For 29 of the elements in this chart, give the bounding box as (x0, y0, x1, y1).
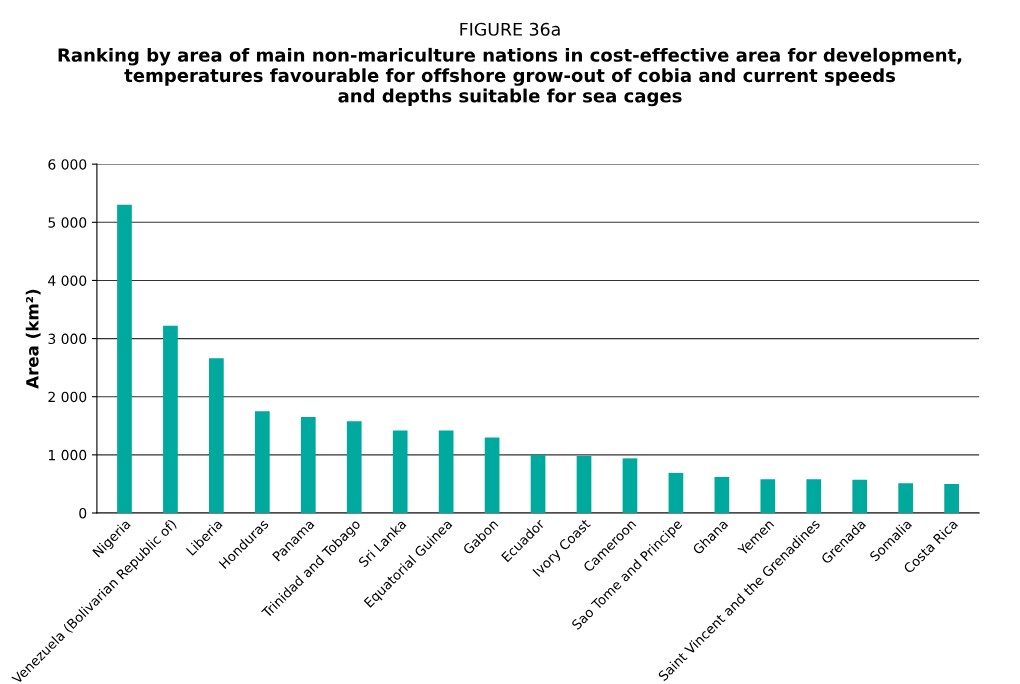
bar (898, 483, 914, 513)
bar (944, 483, 959, 513)
y-tick-label: 6 000 (48, 159, 87, 170)
bar (438, 430, 454, 513)
y-tick-label: 0 (79, 507, 87, 519)
bar (209, 358, 224, 513)
bar (117, 204, 132, 513)
y-axis-title: Area (km²) (25, 289, 41, 389)
y-tick-label: 3 000 (48, 333, 87, 345)
bar (806, 479, 822, 513)
y-tick-label: 4 000 (48, 275, 87, 286)
bar (760, 479, 776, 513)
bar (346, 421, 362, 513)
bar (852, 479, 868, 513)
bar (622, 458, 638, 513)
bar (254, 411, 270, 513)
bar (668, 472, 684, 513)
chart-title: FIGURE 36a (460, 22, 560, 36)
bar (530, 454, 546, 513)
bar (714, 476, 730, 513)
y-tick-label: 5 000 (48, 217, 87, 228)
bar (392, 430, 408, 513)
chart-subtitle: Ranking by area of main non-mariculture nations in cost-effective area for development, temperatures favourable for offshore grow-out of cobia and current speeds and depths suitable for sea cages (58, 47, 962, 107)
y-tick-label: 2 000 (48, 391, 87, 403)
bar (300, 417, 316, 513)
bar (576, 456, 592, 513)
bar (484, 437, 500, 513)
bar (163, 325, 178, 513)
y-tick-label: 1 000 (48, 449, 87, 461)
